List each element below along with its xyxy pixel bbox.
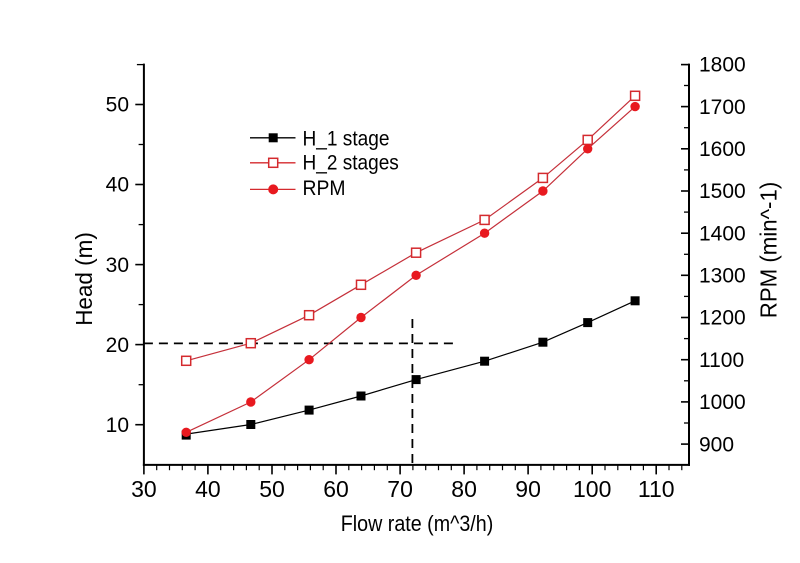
svg-text:H_2 stages: H_2 stages — [303, 152, 399, 175]
svg-text:H_1 stage: H_1 stage — [303, 128, 390, 151]
svg-text:1400: 1400 — [699, 222, 746, 245]
svg-text:1500: 1500 — [699, 180, 746, 203]
svg-text:30: 30 — [106, 254, 129, 277]
svg-text:20: 20 — [106, 334, 129, 357]
svg-text:40: 40 — [195, 476, 221, 502]
svg-text:1200: 1200 — [699, 307, 746, 330]
svg-text:40: 40 — [106, 174, 129, 197]
svg-text:RPM (min^-1): RPM (min^-1) — [756, 182, 782, 319]
svg-text:1700: 1700 — [699, 96, 746, 119]
svg-text:10: 10 — [106, 414, 129, 437]
svg-text:1800: 1800 — [699, 54, 746, 77]
svg-text:110: 110 — [638, 476, 675, 502]
svg-text:80: 80 — [451, 476, 477, 502]
svg-text:1600: 1600 — [699, 138, 746, 161]
svg-text:RPM: RPM — [303, 177, 346, 200]
svg-text:Flow rate (m^3/h): Flow rate (m^3/h) — [341, 511, 494, 536]
svg-text:1300: 1300 — [699, 265, 746, 288]
svg-text:70: 70 — [387, 476, 413, 502]
svg-text:1000: 1000 — [699, 391, 746, 414]
svg-text:100: 100 — [573, 476, 611, 502]
svg-text:50: 50 — [106, 94, 129, 117]
svg-text:900: 900 — [699, 433, 734, 456]
svg-text:1100: 1100 — [699, 349, 744, 372]
svg-text:60: 60 — [323, 476, 349, 502]
svg-text:50: 50 — [259, 476, 285, 502]
svg-text:Head (m): Head (m) — [71, 232, 97, 326]
svg-text:90: 90 — [515, 476, 541, 502]
svg-text:30: 30 — [131, 476, 157, 502]
